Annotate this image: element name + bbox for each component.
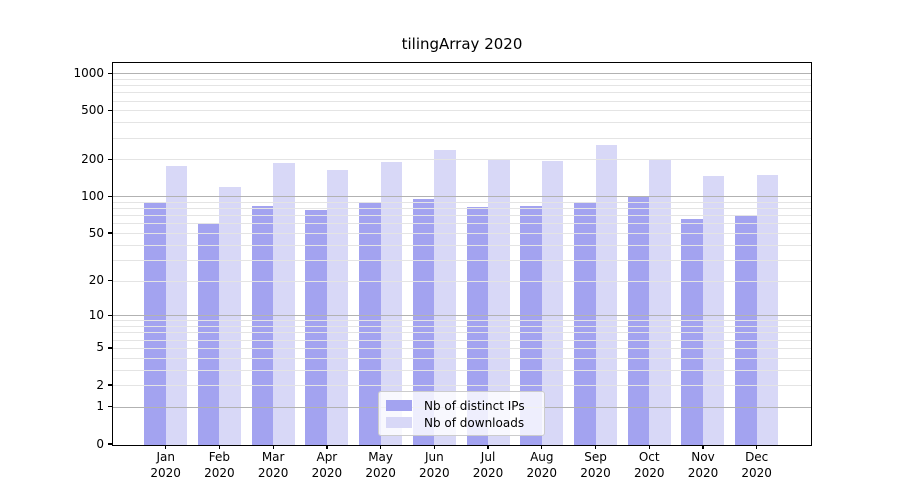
legend-label-distinct-ips: Nb of distinct IPs [424, 398, 525, 413]
bar-downloads [326, 169, 349, 445]
bar-downloads [165, 165, 188, 445]
y-tick-label: 100 [81, 188, 104, 203]
legend-swatch-distinct-ips [386, 400, 412, 411]
y-tick-label: 50 [88, 225, 104, 240]
y-tick-mark [108, 406, 113, 408]
bar-distinct-ips [627, 196, 650, 445]
x-tick-mark [379, 445, 382, 449]
x-tick-mark [541, 445, 543, 449]
y-tick-label: 2 [96, 377, 104, 392]
x-tick-mark [165, 445, 167, 449]
y-tick-mark [108, 72, 113, 74]
x-tick-label: Feb 2020 [204, 450, 235, 480]
x-tick-label: Jan 2020 [150, 450, 181, 480]
y-tick-label: 1000 [73, 65, 104, 80]
y-tick-mark [108, 384, 113, 386]
bar-distinct-ips [305, 209, 327, 445]
x-tick-label: Apr 2020 [311, 450, 343, 480]
chart-title: tilingArray 2020 [401, 35, 523, 53]
bar-distinct-ips [251, 205, 274, 445]
x-tick-label: Aug 2020 [526, 450, 558, 480]
x-tick-label: Jun 2020 [419, 450, 450, 480]
x-tick-mark [594, 445, 597, 449]
y-tick-mark [108, 232, 113, 234]
bar-distinct-ips [197, 223, 220, 445]
x-tick-label: Dec 2020 [741, 450, 772, 480]
y-tick-label: 1 [96, 399, 104, 414]
plot-area [112, 62, 812, 446]
x-tick-label: Nov 2020 [687, 450, 719, 480]
y-tick-mark [108, 347, 113, 349]
bar-downloads [756, 174, 779, 445]
bar-distinct-ips [144, 203, 166, 445]
x-tick-label: Oct 2020 [633, 450, 665, 480]
bar-distinct-ips [735, 215, 757, 445]
y-tick-label: 500 [81, 102, 104, 117]
x-tick-mark [756, 445, 758, 449]
y-tick-mark [108, 279, 113, 282]
y-tick-label: 5 [96, 340, 104, 355]
y-tick-mark [108, 443, 113, 445]
bar-downloads [702, 176, 725, 445]
x-tick-mark [702, 445, 704, 449]
x-tick-label: Sep 2020 [580, 450, 611, 480]
y-tick-label: 200 [81, 151, 104, 166]
y-tick-label: 0 [96, 436, 104, 451]
bar-downloads [595, 144, 618, 445]
x-tick-mark [648, 445, 650, 449]
x-tick-label: May 2020 [365, 450, 396, 480]
x-tick-mark [326, 445, 328, 449]
legend-item-downloads: Nb of downloads [386, 414, 544, 431]
x-tick-label: Mar 2020 [257, 450, 289, 480]
x-tick-mark [272, 445, 274, 449]
bar-distinct-ips [359, 201, 381, 445]
x-tick-mark [487, 445, 489, 449]
y-tick-mark [108, 314, 113, 316]
bars-layer [113, 63, 811, 445]
bar-downloads [380, 162, 403, 445]
legend-label-downloads: Nb of downloads [424, 415, 525, 430]
y-tick-label: 10 [88, 307, 104, 322]
bar-downloads [488, 159, 510, 445]
y-tick-label: 20 [88, 273, 104, 288]
legend-item-distinct-ips: Nb of distinct IPs [386, 397, 544, 414]
x-tick-mark [218, 445, 221, 449]
bar-downloads [219, 186, 241, 445]
legend: Nb of distinct IPs Nb of downloads [378, 391, 545, 436]
bar-distinct-ips [681, 219, 703, 445]
bar-distinct-ips [574, 201, 596, 445]
x-tick-mark [433, 445, 435, 449]
legend-swatch-downloads [386, 417, 412, 428]
y-tick-mark [108, 109, 113, 112]
bar-downloads [273, 163, 295, 445]
y-tick-mark [108, 158, 113, 161]
y-tick-mark [108, 195, 113, 197]
bar-downloads [541, 160, 564, 445]
x-tick-label: Jul 2020 [472, 450, 504, 480]
bar-downloads [649, 159, 671, 445]
